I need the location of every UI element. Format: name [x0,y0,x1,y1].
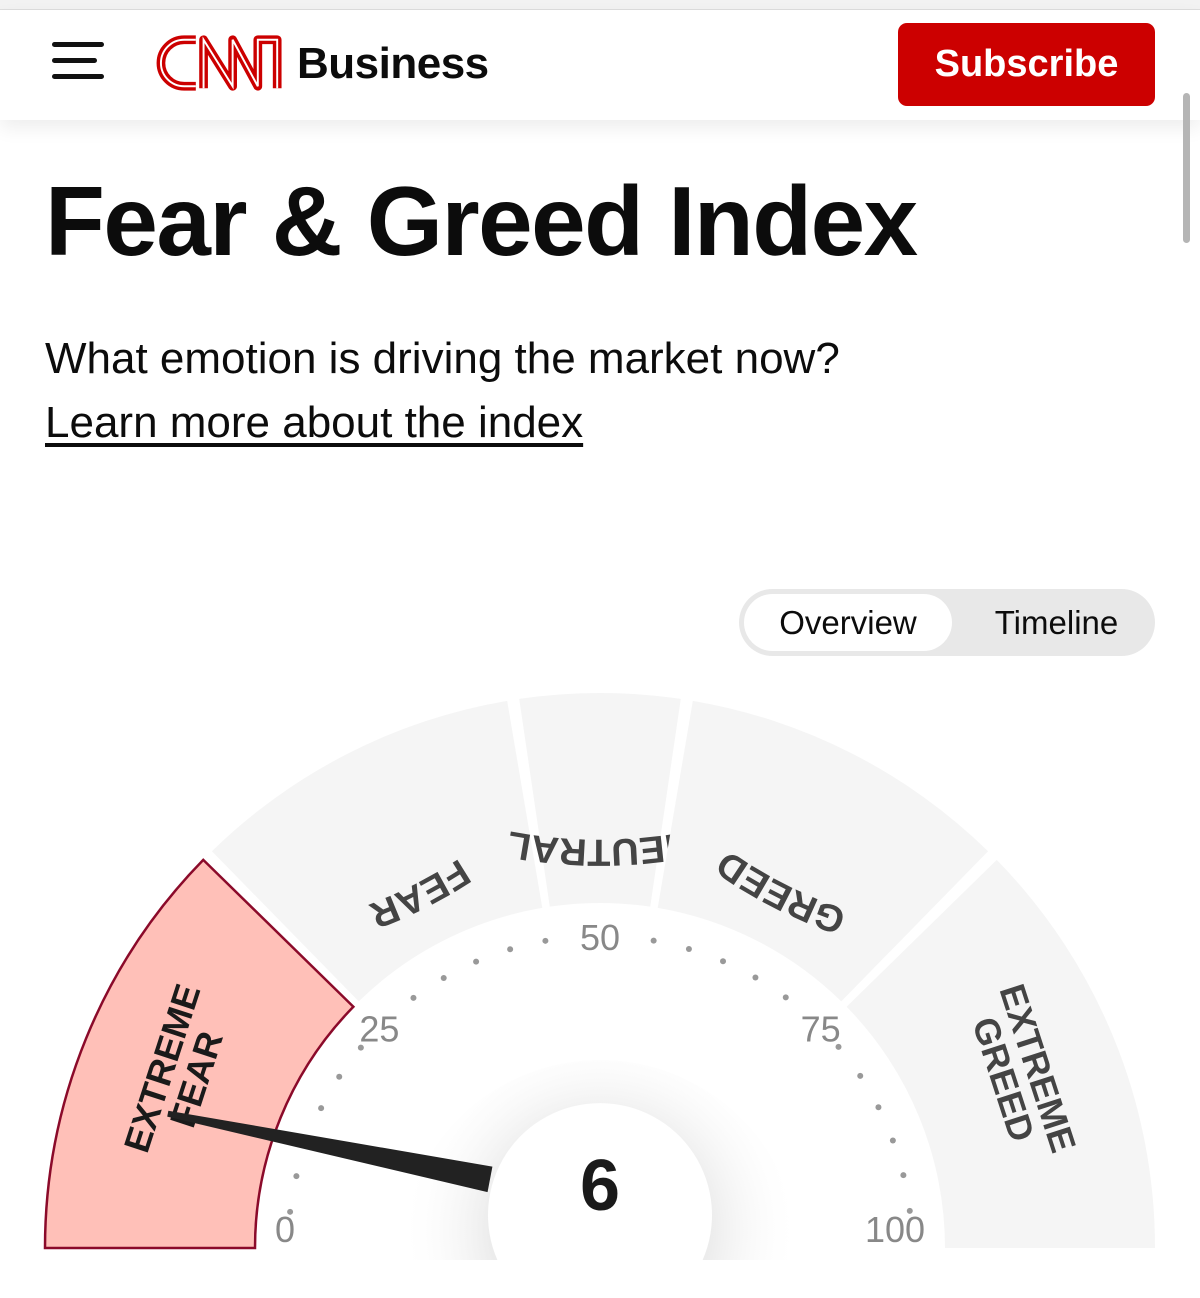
tick-dot [685,945,692,952]
tick-dot [473,958,480,965]
tick-dot [293,1173,300,1180]
tick-label-25: 25 [359,1008,399,1049]
page-subtitle: What emotion is driving the market now? [45,334,840,383]
tick-label-100: 100 [865,1209,925,1250]
tick-dot [835,1043,842,1050]
tick-dot [542,937,549,944]
tick-dot [357,1044,364,1051]
tick-dot [900,1172,907,1179]
cnn-logo[interactable] [155,32,287,94]
tick-dot [720,958,727,965]
tick-dot [507,946,514,953]
center-dial [487,1103,713,1260]
tick-label-50: 50 [580,917,620,958]
segment-extreme-fear [43,858,356,1250]
tick-label-0: 0 [275,1209,295,1250]
fear-greed-gauge: EXTREMEFEARFEARNEUTRALGREEDEXTREMEGREED … [43,693,1155,1260]
browser-top-bar [0,0,1200,10]
gauge-value: 6 [580,1146,620,1226]
tick-dot [752,974,759,981]
brand-name: Business [297,39,489,88]
segment-extreme-greed [846,859,1155,1248]
scrollbar[interactable] [1183,93,1190,243]
tick-dot [889,1137,896,1144]
tab-timeline[interactable]: Timeline [994,604,1119,641]
tick-dot [410,994,417,1001]
gauge-needle [167,1110,493,1193]
tick-dot [857,1072,864,1079]
tab-overview[interactable]: Overview [744,594,952,651]
tick-dot [336,1073,343,1080]
segment-neutral [519,693,681,907]
tick-dot [287,1208,294,1215]
tick-dot [318,1105,325,1112]
tick-dot [875,1104,882,1111]
tick-label-75: 75 [801,1008,841,1049]
view-toggle: Overview Timeline [739,589,1155,656]
segment-greed [657,700,989,1002]
site-header: Business Subscribe [0,10,1200,120]
segment-label-neutral: NEUTRAL [504,822,695,872]
tick-dot [440,974,447,981]
hamburger-icon[interactable] [52,40,104,82]
tick-dot [906,1207,913,1214]
subscribe-button[interactable]: Subscribe [898,23,1155,106]
page-title: Fear & Greed Index [45,166,918,276]
learn-more-link[interactable]: Learn more about the index [45,398,584,447]
segment-fear [211,700,543,1002]
tick-dot [650,937,657,944]
tick-dot [782,994,789,1001]
